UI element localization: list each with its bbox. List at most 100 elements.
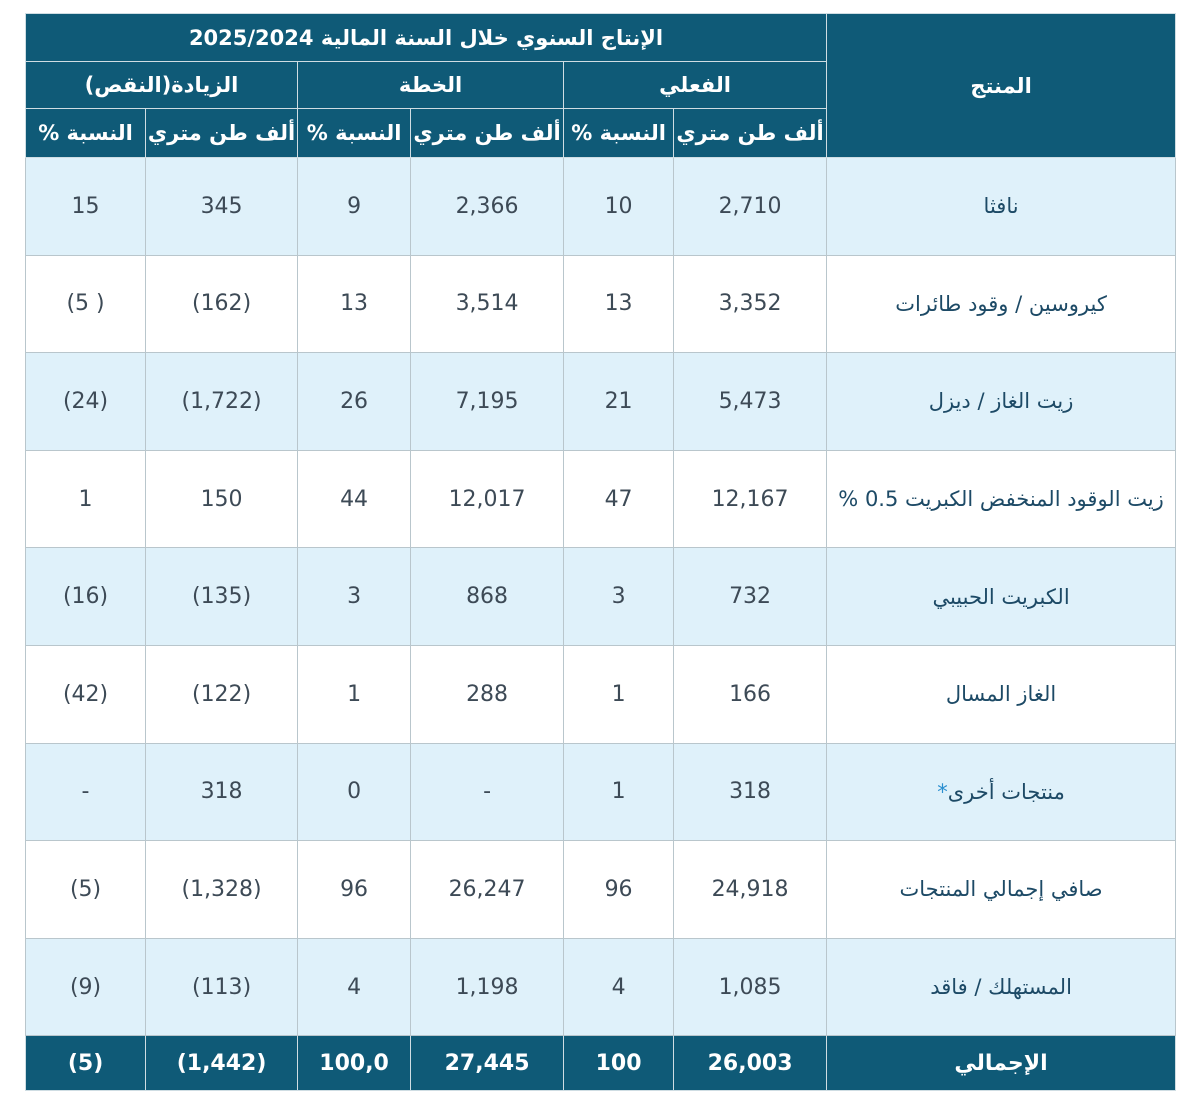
- value-cell: 3,352: [673, 254, 828, 354]
- value-cell: 345: [145, 157, 299, 256]
- product-name: زيت الوقود المنخفض الكبريت 0.5 %: [838, 487, 1164, 512]
- table-row: كيروسين / وقود طائرات 3,352 13 3,514 13 (162)…: [24, 254, 1177, 354]
- group-header: الزيادة(النقص): [24, 61, 299, 109]
- product-name: منتجات أخرى: [947, 779, 1065, 804]
- value-cell: ( 5): [24, 254, 147, 354]
- value-cell: 13: [563, 254, 675, 354]
- sub-header: النسبة %: [297, 108, 412, 158]
- value-cell: 21: [563, 352, 675, 451]
- value-cell: 150: [145, 449, 299, 549]
- value-cell: 7,195: [410, 352, 565, 451]
- table-row: المستهلك / فاقد 1,085 4 1,198 4 (113) (9): [24, 937, 1177, 1037]
- sub-header: النسبة %: [24, 108, 147, 158]
- product-cell: زيت الغاز / ديزل: [826, 352, 1177, 451]
- value-cell: (9): [24, 937, 147, 1037]
- total-label: الإجمالي: [826, 1035, 1177, 1092]
- table-row: زيت الغاز / ديزل 5,473 21 7,195 26 (1,722) (24…: [24, 352, 1177, 451]
- product-name: زيت الغاز / ديزل: [928, 389, 1074, 414]
- group-header: الفعلي: [563, 61, 828, 109]
- value-cell: 2,710: [673, 157, 828, 256]
- footnote-marker: *: [937, 779, 948, 804]
- value-cell: 47: [563, 449, 675, 549]
- total-cell: 26,003: [673, 1035, 828, 1092]
- total-cell: 27,445: [410, 1035, 565, 1092]
- production-table: المنتج الإنتاج السنوي خلال السنة المالية …: [24, 13, 1177, 1092]
- value-cell: 13: [297, 254, 412, 354]
- value-cell: (1,722): [145, 352, 299, 451]
- sub-header: ألف طن متري: [145, 108, 299, 158]
- value-cell: 15: [24, 157, 147, 256]
- product-name: صافي إجمالي المنتجات: [899, 877, 1103, 902]
- value-cell: (42): [24, 644, 147, 744]
- table-row: منتجات أخرى* 318 1-0 318-: [24, 742, 1177, 842]
- value-cell: 26: [297, 352, 412, 451]
- value-cell: 318: [145, 742, 299, 842]
- value-cell: 1: [297, 644, 412, 744]
- product-cell: منتجات أخرى*: [826, 742, 1177, 842]
- table-row: الكبريت الحبيبي 732 3 868 3 (135) (16): [24, 547, 1177, 646]
- value-cell: 1,085: [673, 937, 828, 1037]
- table-row: صافي إجمالي المنتجات 24,918 96 26,247 96 (1,3…: [24, 840, 1177, 939]
- value-cell: 4: [563, 937, 675, 1037]
- product-name: الغاز المسال: [945, 682, 1057, 707]
- value-cell: 3: [563, 547, 675, 646]
- sub-header: النسبة %: [563, 108, 675, 158]
- total-cell: 100: [563, 1035, 675, 1092]
- value-cell: 44: [297, 449, 412, 549]
- value-cell: (5): [24, 840, 147, 939]
- value-cell: (135): [145, 547, 299, 646]
- table-body: نافثا 2,710 10 2,366 9 345 15 كيروسين / وقود طا…: [24, 157, 1177, 1092]
- product-cell: المستهلك / فاقد: [826, 937, 1177, 1037]
- total-cell: 100,0: [297, 1035, 412, 1092]
- product-cell: كيروسين / وقود طائرات: [826, 254, 1177, 354]
- table-row: الغاز المسال 166 1 288 1 (122) (42): [24, 644, 1177, 744]
- sub-header: ألف طن متري: [673, 108, 828, 158]
- value-cell: 3,514: [410, 254, 565, 354]
- value-cell: (1,328): [145, 840, 299, 939]
- value-cell: 1: [563, 742, 675, 842]
- value-cell: (24): [24, 352, 147, 451]
- value-cell: (122): [145, 644, 299, 744]
- value-cell: 96: [563, 840, 675, 939]
- value-cell: (16): [24, 547, 147, 646]
- value-cell: -: [24, 742, 147, 842]
- value-cell: 1,198: [410, 937, 565, 1037]
- value-cell: 2,366: [410, 157, 565, 256]
- value-cell: 1: [563, 644, 675, 744]
- value-cell: 0: [297, 742, 412, 842]
- value-cell: 10: [563, 157, 675, 256]
- value-cell: (162): [145, 254, 299, 354]
- value-cell: 5,473: [673, 352, 828, 451]
- value-cell: 3: [297, 547, 412, 646]
- value-cell: 12,017: [410, 449, 565, 549]
- value-cell: 732: [673, 547, 828, 646]
- product-name: الكبريت الحبيبي: [932, 584, 1070, 609]
- value-cell: 12,167: [673, 449, 828, 549]
- value-cell: (113): [145, 937, 299, 1037]
- total-cell: (1,442): [145, 1035, 299, 1092]
- total-cell: (5): [24, 1035, 147, 1092]
- product-name: نافثا: [983, 194, 1019, 219]
- value-cell: 868: [410, 547, 565, 646]
- table-row: نافثا 2,710 10 2,366 9 345 15: [24, 157, 1177, 256]
- product-cell: الغاز المسال: [826, 644, 1177, 744]
- value-cell: 24,918: [673, 840, 828, 939]
- value-cell: 1: [24, 449, 147, 549]
- product-cell: صافي إجمالي المنتجات: [826, 840, 1177, 939]
- sub-header: ألف طن متري: [410, 108, 565, 158]
- product-cell: زيت الوقود المنخفض الكبريت 0.5 %: [826, 449, 1177, 549]
- product-name: المستهلك / فاقد: [930, 975, 1072, 1000]
- table-header: المنتج الإنتاج السنوي خلال السنة المالية …: [24, 13, 1177, 158]
- value-cell: 166: [673, 644, 828, 744]
- product-cell: نافثا: [826, 157, 1177, 256]
- value-cell: 4: [297, 937, 412, 1037]
- product-cell: الكبريت الحبيبي: [826, 547, 1177, 646]
- value-cell: 318: [673, 742, 828, 842]
- value-cell: 288: [410, 644, 565, 744]
- value-cell: 96: [297, 840, 412, 939]
- title: الإنتاج السنوي خلال السنة المالية 2025/2…: [24, 13, 828, 62]
- product-header: المنتج: [826, 13, 1177, 158]
- total-row: الإجمالي 26,003 100 27,445 100,0 (1,442) (5): [24, 1035, 1177, 1092]
- group-header: الخطة: [297, 61, 565, 109]
